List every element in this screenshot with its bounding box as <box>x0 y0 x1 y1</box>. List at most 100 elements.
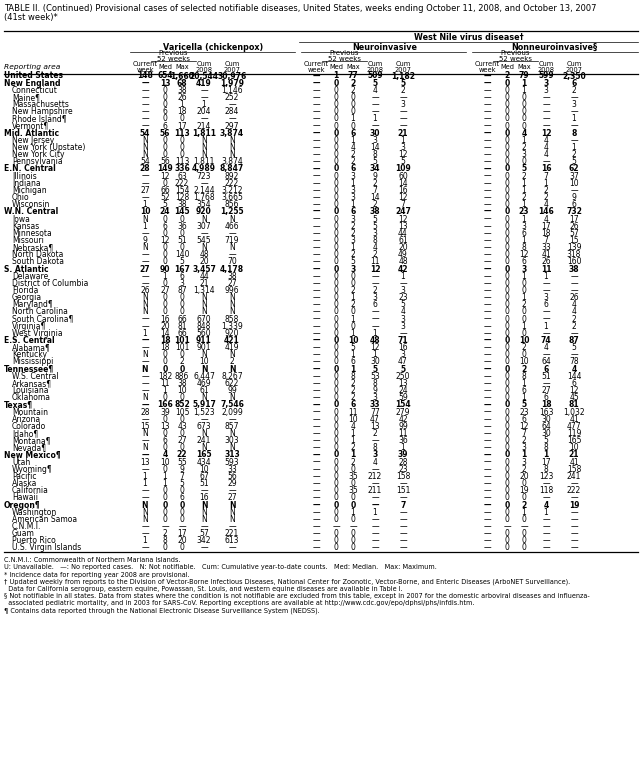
Text: 0: 0 <box>333 486 338 495</box>
Text: 0: 0 <box>163 429 167 438</box>
Text: —: — <box>200 522 208 531</box>
Text: 241: 241 <box>567 472 581 481</box>
Text: 44: 44 <box>398 229 408 238</box>
Text: 0: 0 <box>504 536 510 546</box>
Text: 0: 0 <box>333 286 338 295</box>
Text: 1: 1 <box>544 272 548 281</box>
Text: 1: 1 <box>401 136 405 145</box>
Text: 66: 66 <box>177 314 187 324</box>
Text: 0: 0 <box>333 407 338 417</box>
Text: 144: 144 <box>567 372 581 381</box>
Text: 0: 0 <box>522 108 526 116</box>
Text: 13: 13 <box>370 422 380 431</box>
Text: 0: 0 <box>333 208 338 217</box>
Text: —: — <box>141 93 149 102</box>
Text: 3,874: 3,874 <box>221 157 243 166</box>
Text: N: N <box>201 429 207 438</box>
Text: 0: 0 <box>163 301 167 309</box>
Text: 62: 62 <box>569 165 579 173</box>
Text: 0: 0 <box>179 393 185 402</box>
Text: N: N <box>201 507 207 517</box>
Text: 0: 0 <box>351 278 356 288</box>
Text: 24: 24 <box>398 386 408 395</box>
Text: N: N <box>229 301 235 309</box>
Text: —: — <box>312 494 320 502</box>
Text: Louisiana: Louisiana <box>12 386 49 395</box>
Text: N: N <box>142 429 148 438</box>
Text: 10: 10 <box>569 179 579 188</box>
Text: —: — <box>141 465 149 474</box>
Text: —: — <box>371 522 379 531</box>
Text: 67: 67 <box>199 472 209 481</box>
Text: 60: 60 <box>398 172 408 181</box>
Text: 0: 0 <box>333 450 338 459</box>
Text: —: — <box>483 314 491 324</box>
Text: Washington: Washington <box>12 507 57 517</box>
Text: 81: 81 <box>178 322 187 330</box>
Text: —: — <box>141 179 149 188</box>
Text: 0: 0 <box>333 479 338 488</box>
Text: 0: 0 <box>504 479 510 488</box>
Text: 0: 0 <box>333 443 338 452</box>
Text: 0: 0 <box>504 365 510 374</box>
Text: 2: 2 <box>163 529 167 538</box>
Text: 732: 732 <box>566 208 582 217</box>
Text: 0: 0 <box>333 293 338 302</box>
Text: 214: 214 <box>197 121 211 130</box>
Text: 8: 8 <box>571 129 577 137</box>
Text: 0: 0 <box>333 150 338 159</box>
Text: —: — <box>483 536 491 546</box>
Text: associated pediatric mortality, and in 2003 for SARS-CoV. Reporting exceptions a: associated pediatric mortality, and in 2… <box>4 600 474 607</box>
Text: 0: 0 <box>163 257 167 266</box>
Text: —: — <box>312 265 320 274</box>
Text: 0: 0 <box>163 543 167 552</box>
Text: 5: 5 <box>572 157 576 166</box>
Text: 857: 857 <box>225 422 239 431</box>
Text: 0: 0 <box>333 458 338 467</box>
Text: 421: 421 <box>224 336 240 345</box>
Text: 0: 0 <box>163 486 167 495</box>
Text: 149: 149 <box>157 165 173 173</box>
Text: 2: 2 <box>572 150 576 159</box>
Text: 0: 0 <box>351 501 356 510</box>
Text: 0: 0 <box>163 214 167 224</box>
Text: 27: 27 <box>140 186 150 195</box>
Text: 1: 1 <box>163 472 167 481</box>
Text: —: — <box>312 443 320 452</box>
Text: 38: 38 <box>177 200 187 209</box>
Text: 57: 57 <box>199 529 209 538</box>
Text: 222: 222 <box>225 179 239 188</box>
Text: 6,447: 6,447 <box>193 372 215 381</box>
Text: 0: 0 <box>333 501 338 510</box>
Text: Pennsylvania: Pennsylvania <box>12 157 63 166</box>
Text: 5: 5 <box>401 157 406 166</box>
Text: —: — <box>371 100 379 109</box>
Text: 0: 0 <box>504 501 510 510</box>
Text: 18: 18 <box>541 401 551 410</box>
Text: —: — <box>141 193 149 202</box>
Text: —: — <box>542 93 550 102</box>
Text: 0: 0 <box>333 278 338 288</box>
Text: 64: 64 <box>541 358 551 366</box>
Text: New England: New England <box>4 79 60 88</box>
Text: 1: 1 <box>143 200 147 209</box>
Text: N: N <box>229 393 235 402</box>
Text: 1: 1 <box>522 322 526 330</box>
Text: 54: 54 <box>140 129 150 137</box>
Text: 6: 6 <box>544 393 549 402</box>
Text: 0: 0 <box>504 200 510 209</box>
Text: 0: 0 <box>333 307 338 317</box>
Text: —: — <box>542 278 550 288</box>
Text: N: N <box>201 307 207 317</box>
Text: 36: 36 <box>398 436 408 445</box>
Text: 0: 0 <box>163 150 167 159</box>
Text: 1: 1 <box>522 85 526 95</box>
Text: 1: 1 <box>521 79 527 88</box>
Text: —: — <box>312 314 320 324</box>
Text: 477: 477 <box>567 422 581 431</box>
Text: 3: 3 <box>351 193 356 202</box>
Text: 101: 101 <box>175 343 189 353</box>
Text: 892: 892 <box>225 172 239 181</box>
Text: Reporting area: Reporting area <box>4 64 60 70</box>
Text: 7: 7 <box>179 472 185 481</box>
